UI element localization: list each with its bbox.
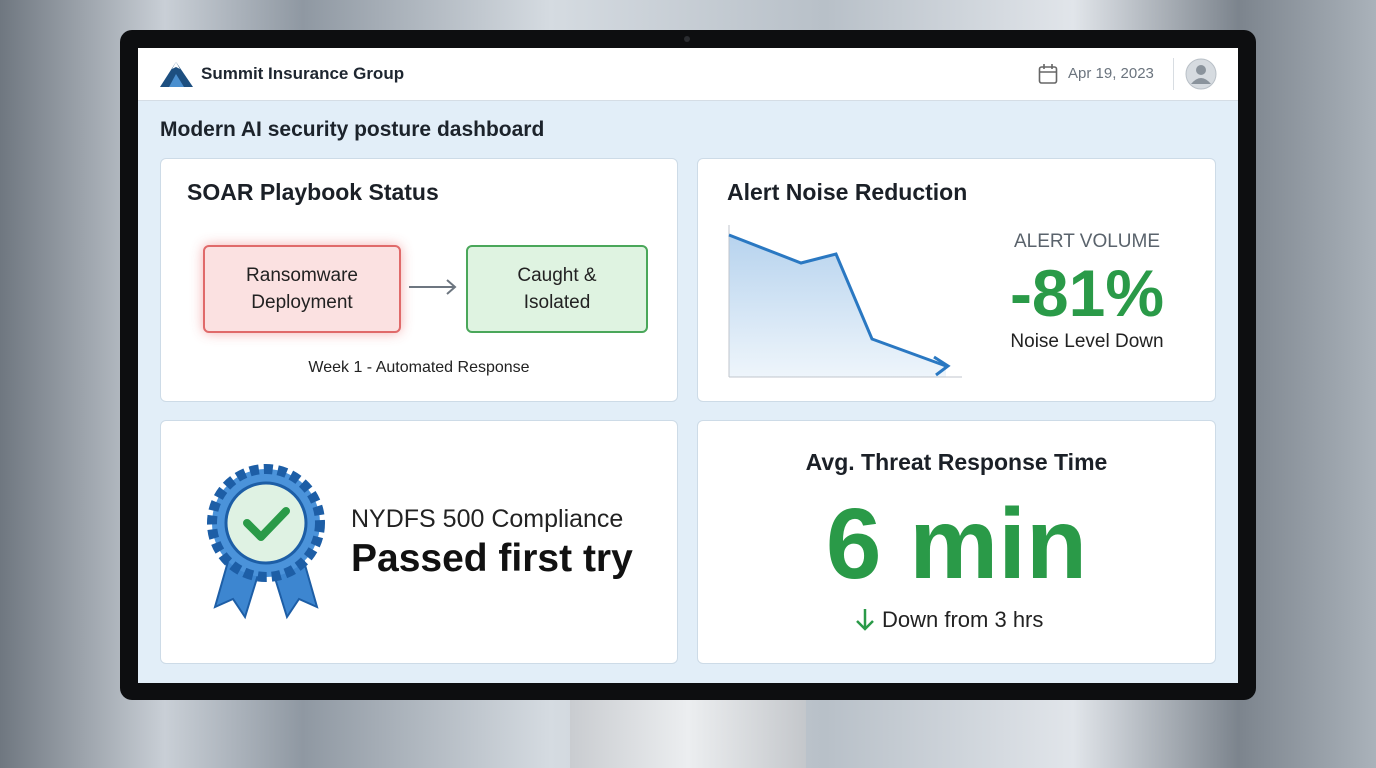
metric-subtitle: Noise Level Down	[1010, 331, 1164, 352]
card-title: SOAR Playbook Status	[187, 179, 439, 205]
camera	[684, 36, 690, 42]
card-title: Alert Noise Reduction	[727, 179, 968, 205]
compliance-title: NYDFS 500 Compliance	[351, 505, 624, 533]
date: Apr 19, 2023	[1068, 65, 1154, 82]
response-value: 6 min	[825, 488, 1088, 600]
logo	[160, 62, 193, 87]
calendar-icon	[1038, 64, 1058, 84]
source-box: Ransomware Deployment	[203, 245, 401, 333]
caption: Week 1 - Automated Response	[308, 359, 530, 376]
header: Summit Insurance Group Apr 19, 2023	[138, 48, 1238, 101]
down-arrow	[856, 609, 874, 631]
metric-value: -81%	[1009, 256, 1165, 330]
target-box: Caught & Isolated	[466, 245, 648, 333]
compliance-status: Passed first try	[351, 537, 633, 580]
monitor-stand	[570, 690, 806, 768]
trend-sparkline	[728, 225, 962, 378]
page-title: Modern AI security posture dashboard	[160, 118, 545, 141]
compliance-card: NYDFS 500 Compliance Passed first try	[160, 420, 678, 664]
arrow	[409, 279, 457, 295]
divider	[1173, 58, 1174, 90]
screen: Summit Insurance Group Apr 19, 2023 Mode…	[138, 48, 1238, 683]
playbook-card: SOAR Playbook Status Ransomware Deployme…	[160, 158, 678, 402]
company-name: Summit Insurance Group	[201, 64, 405, 83]
response-note: Down from 3 hrs	[882, 607, 1044, 632]
noise-card: Alert Noise Reduction ALERT VOLUME -81% …	[697, 158, 1216, 402]
badge-icon	[207, 464, 325, 620]
card-title: Avg. Threat Response Time	[805, 449, 1108, 475]
metric-label: ALERT VOLUME	[1013, 231, 1161, 252]
user-avatar[interactable]	[1185, 58, 1217, 90]
response-card: Avg. Threat Response Time 6 min Down fro…	[697, 420, 1216, 664]
